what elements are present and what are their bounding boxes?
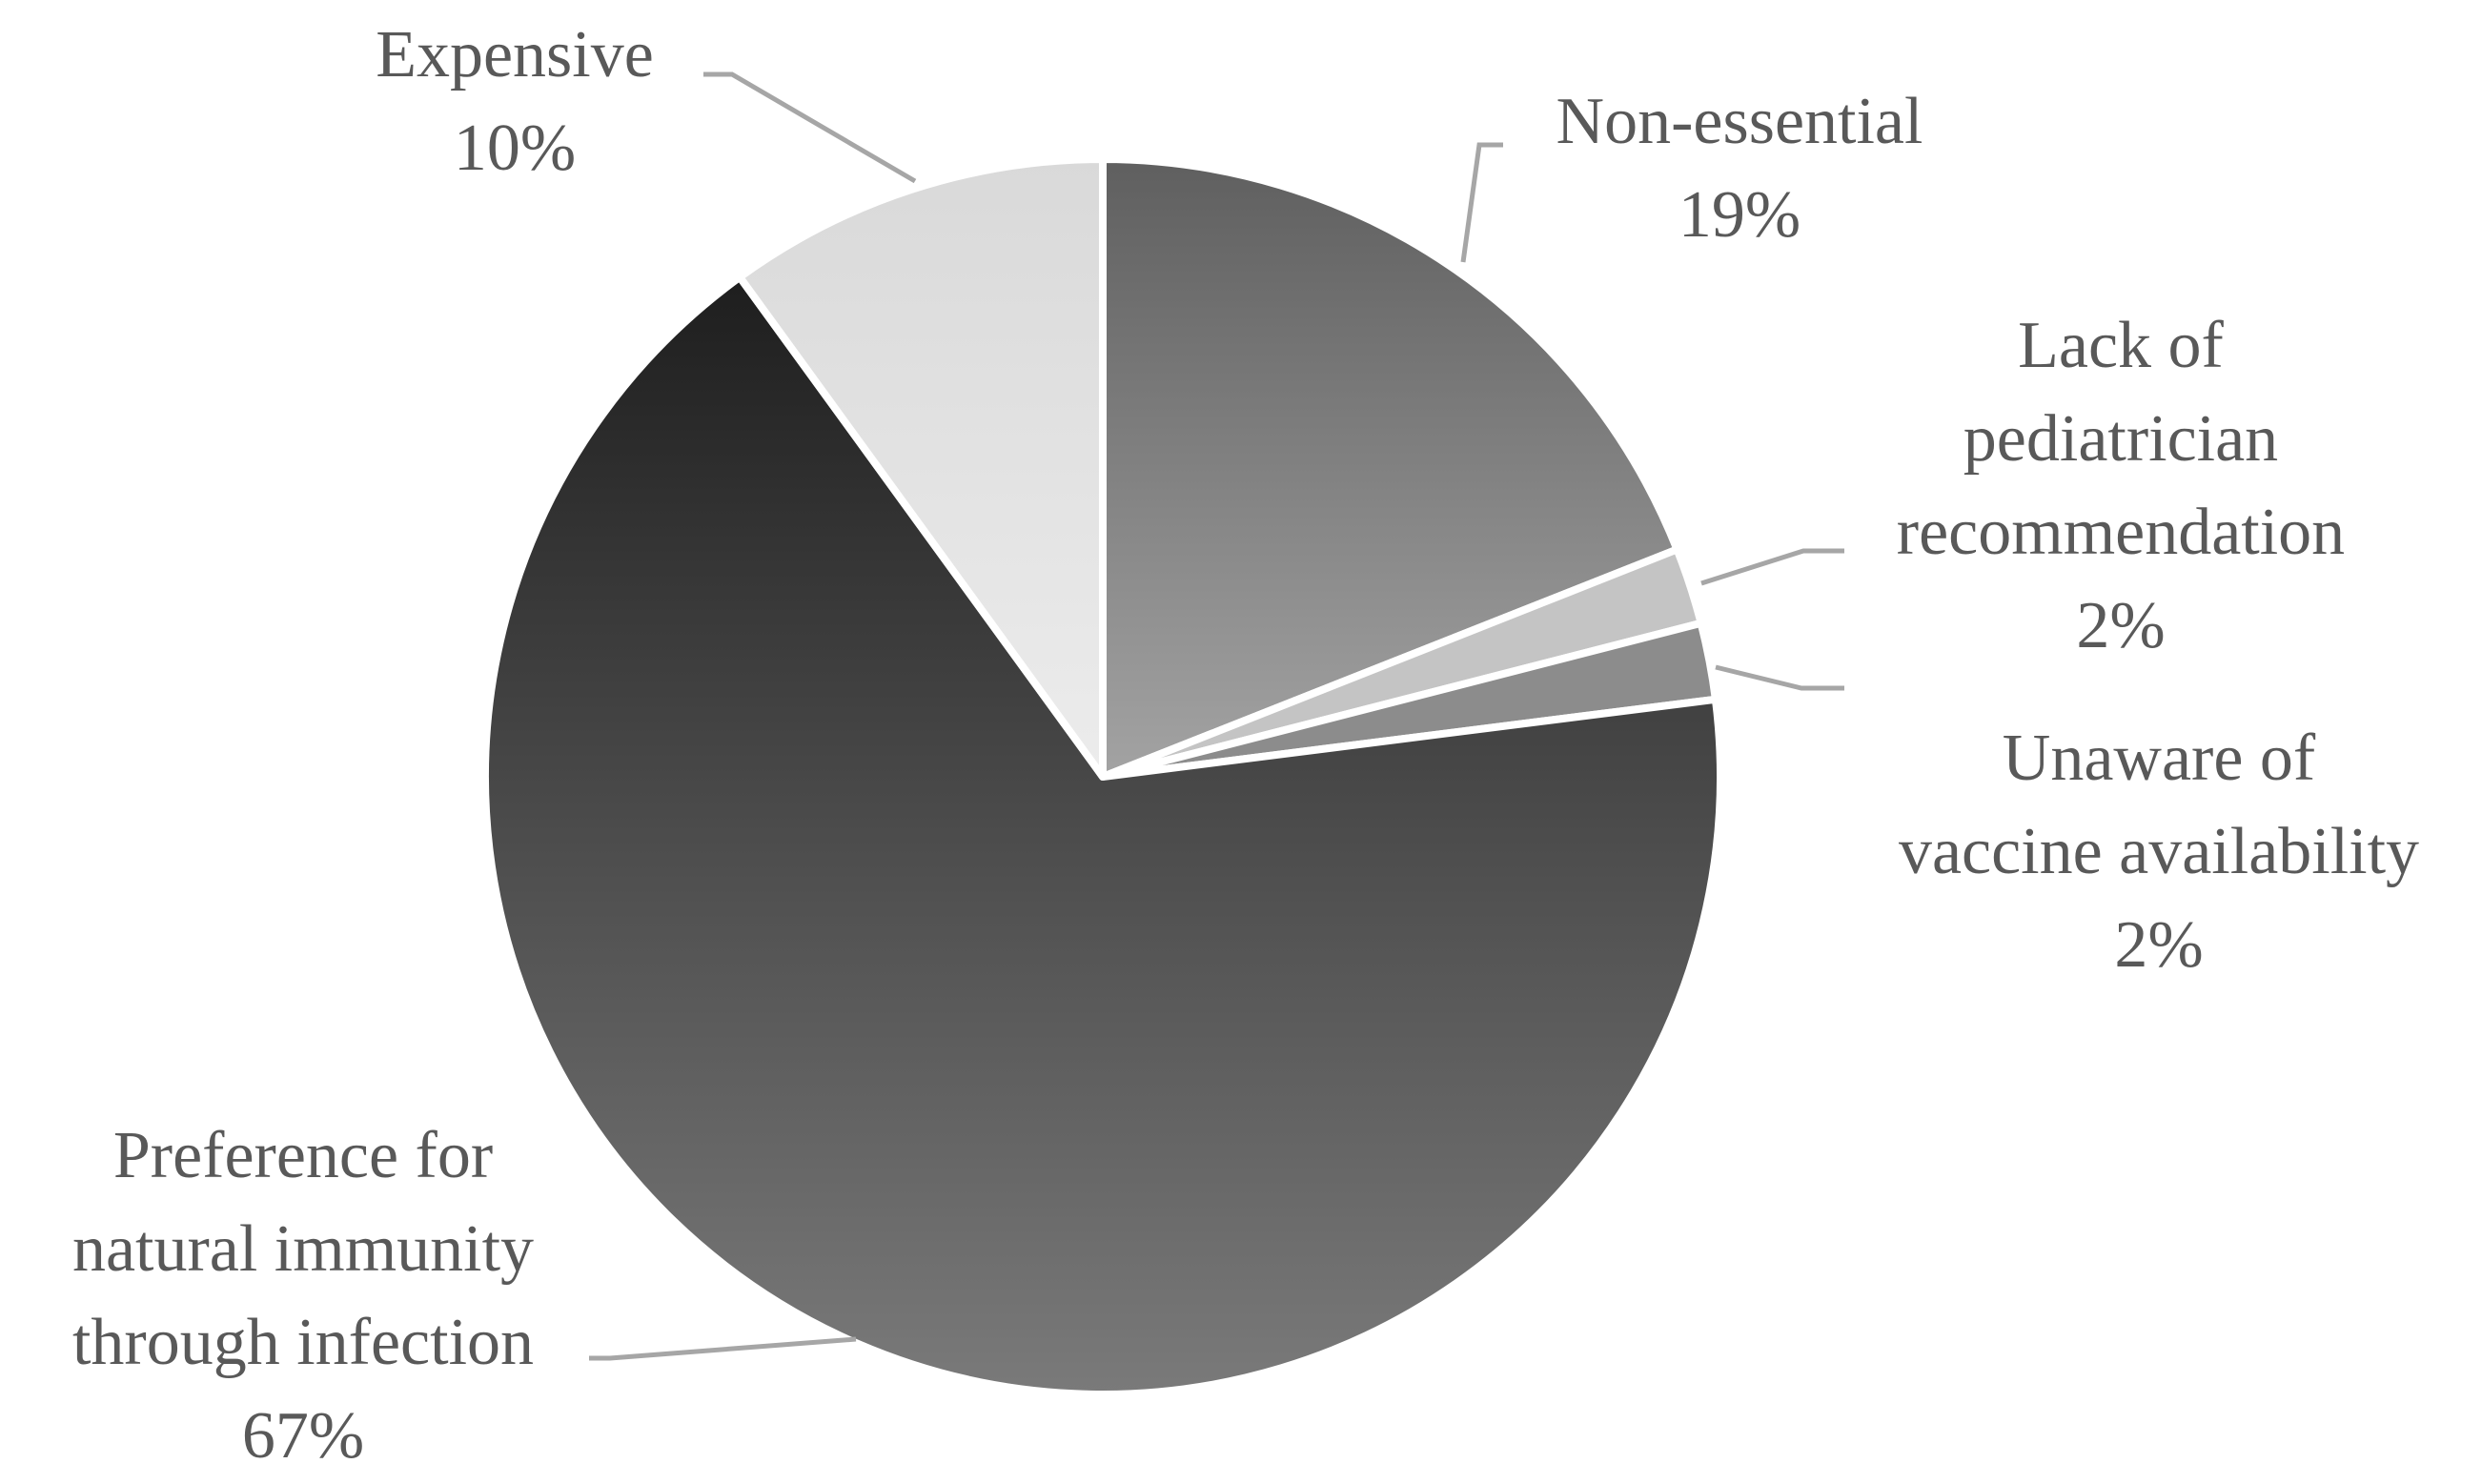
slice-data-label: Preference for natural immunity through in…	[72, 1119, 534, 1473]
pie-slice	[736, 155, 1107, 781]
slice-percent-label: 2%	[2114, 908, 2203, 982]
leader-line	[589, 1336, 857, 1361]
slice-percent-label: 19%	[1678, 178, 1800, 252]
slice-category-label: natural immunity	[72, 1212, 534, 1286]
leader-line	[1715, 664, 1844, 691]
slice-percent-label: 67%	[242, 1399, 364, 1473]
slice-category-label: pediatrician	[1963, 402, 2278, 476]
leader-line	[703, 71, 917, 184]
slice-data-label: Expensive 10%	[376, 18, 654, 185]
slice-data-label: Unaware of vaccine availability 2%	[1899, 722, 2419, 982]
leader-line	[1700, 548, 1844, 586]
slice-category-label: vaccine availability	[1899, 815, 2419, 888]
leader-line	[1460, 142, 1503, 263]
pie-slice	[1099, 155, 1681, 781]
slice-category-label: through infection	[72, 1306, 534, 1379]
pie-slice	[481, 273, 1724, 1398]
slice-percent-label: 2%	[2076, 589, 2165, 662]
slice-data-label: Non-essential 19%	[1556, 85, 1923, 252]
slice-category-label: Unaware of	[2003, 722, 2316, 795]
slice-category-label: Expensive	[376, 18, 654, 91]
slice-category-label: Preference for	[113, 1119, 493, 1192]
slice-data-label: Lack of pediatrician recommendation 2%	[1897, 309, 2345, 662]
slice-category-label: Non-essential	[1556, 85, 1923, 158]
slice-category-label: recommendation	[1897, 496, 2345, 569]
slice-percent-label: 10%	[454, 112, 576, 185]
slice-category-label: Lack of	[2018, 309, 2224, 382]
